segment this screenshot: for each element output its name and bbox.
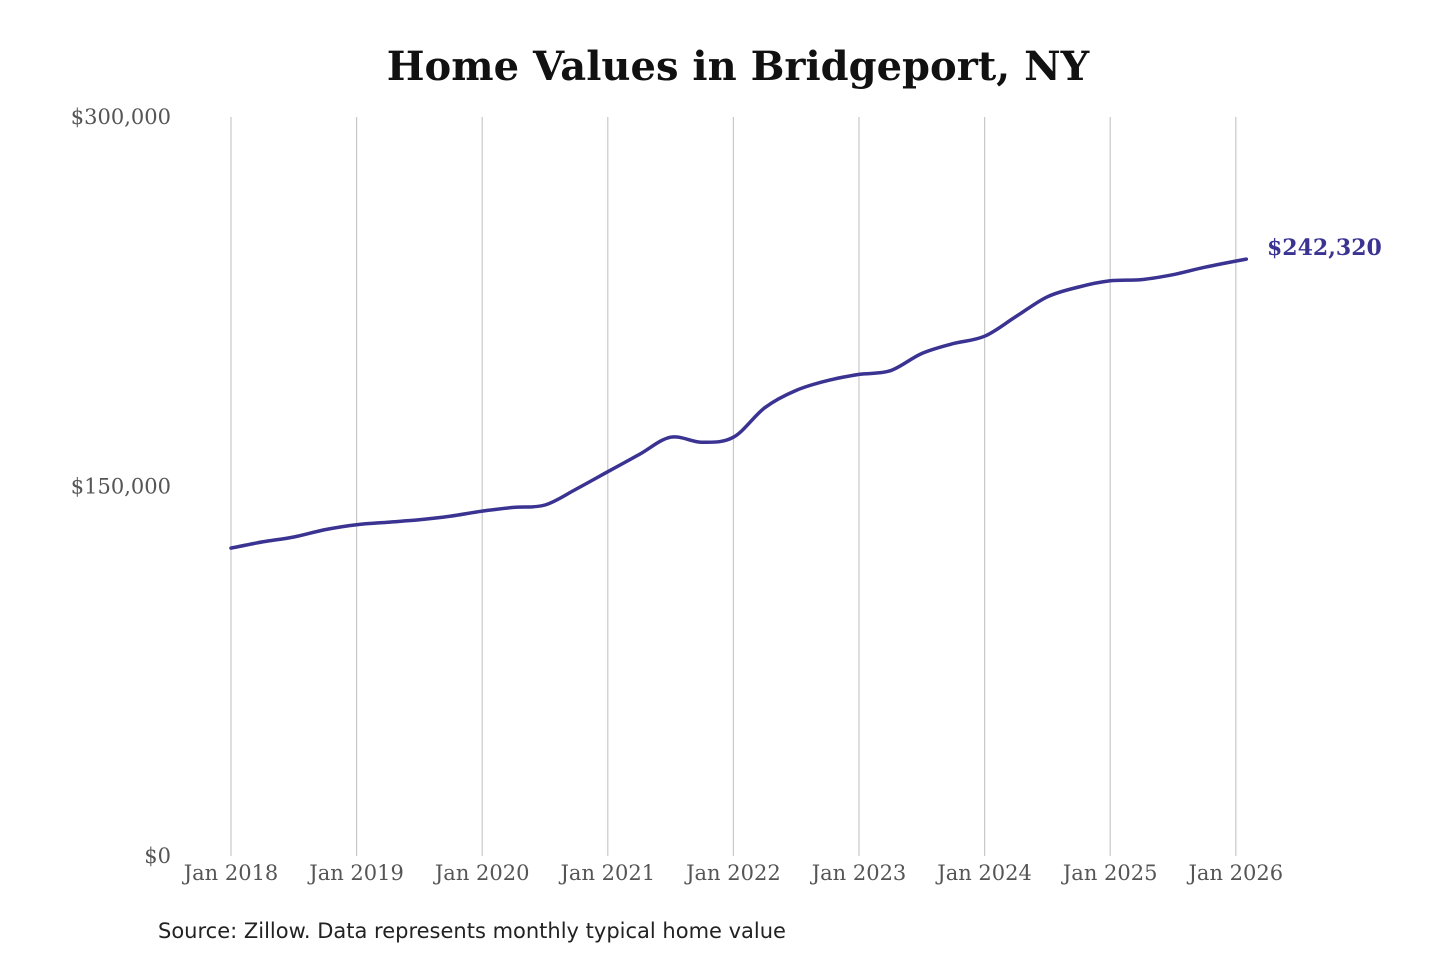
y-tick-label-2: $300,000 (71, 105, 171, 129)
y-axis-ticks: $0 $150,000 $300,000 (71, 105, 171, 868)
series-line-0 (229, 257, 1249, 550)
x-tick-label-7: Jan 2025 (1061, 861, 1158, 885)
y-tick-label-1: $150,000 (71, 475, 171, 499)
gridlines (230, 117, 1237, 856)
x-tick-label-4: Jan 2022 (684, 861, 781, 885)
x-tick-label-0: Jan 2018 (182, 861, 279, 885)
x-tick-label-2: Jan 2020 (433, 861, 530, 885)
x-axis-ticks: Jan 2018 Jan 2019 Jan 2020 Jan 2021 Jan 2022… (182, 861, 1283, 885)
source-note: Source: Zillow. Data represents monthly … (158, 919, 786, 943)
chart-title: Home Values in Bridgeport, NY (387, 43, 1090, 90)
series-layer (229, 257, 1249, 550)
x-tick-label-3: Jan 2021 (559, 861, 656, 885)
x-tick-label-1: Jan 2019 (307, 861, 404, 885)
end-value-label: $242,320 (1267, 235, 1382, 261)
x-tick-label-6: Jan 2024 (935, 861, 1032, 885)
x-tick-label-8: Jan 2026 (1187, 861, 1284, 885)
y-tick-label-0: $0 (144, 844, 171, 868)
x-tick-label-5: Jan 2023 (810, 861, 907, 885)
